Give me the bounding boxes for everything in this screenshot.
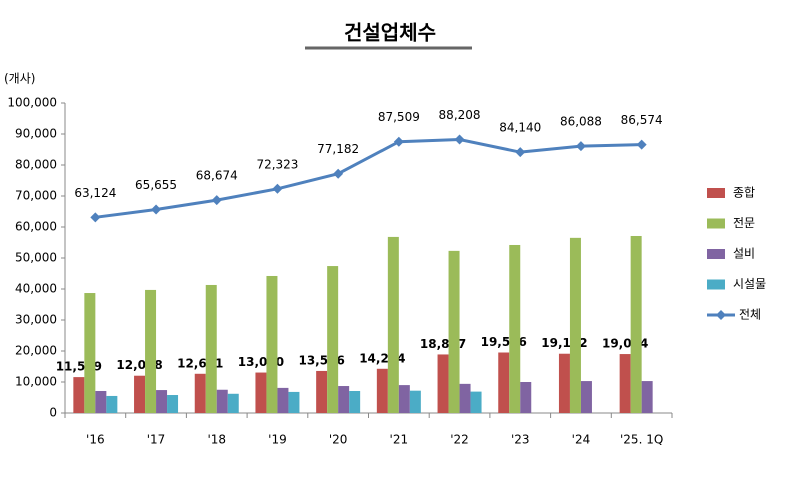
line-marker [151, 204, 162, 215]
bar [630, 235, 642, 413]
bar [409, 390, 421, 413]
bar [255, 372, 267, 413]
bar [167, 395, 179, 413]
bar [316, 370, 328, 413]
bar [558, 353, 570, 413]
y-tick-label: 100,000 [7, 96, 57, 110]
bar [95, 390, 107, 413]
bar [134, 375, 146, 413]
bar [194, 373, 206, 413]
bar [569, 237, 581, 413]
y-tick-label: 30,000 [15, 313, 57, 327]
bar [376, 368, 388, 413]
bar [349, 390, 361, 413]
y-tick-label: 40,000 [15, 282, 57, 296]
bar [641, 381, 653, 413]
line-marker [211, 195, 222, 206]
legend-marker [716, 310, 726, 320]
x-tick-label: '19 [268, 433, 287, 447]
bar [459, 383, 471, 413]
x-tick-label: '20 [329, 433, 348, 447]
bar [437, 354, 449, 413]
bar [277, 387, 289, 413]
data-label: 87,509 [378, 110, 420, 124]
legend-swatch [707, 279, 725, 290]
bar [580, 381, 592, 413]
bar [520, 382, 532, 413]
data-label: 65,655 [135, 178, 177, 192]
y-tick-label: 90,000 [15, 127, 57, 141]
y-tick-label: 60,000 [15, 220, 57, 234]
line-marker [515, 147, 526, 158]
bar [338, 386, 350, 413]
legend-label: 설비 [733, 247, 755, 261]
y-tick-label: 20,000 [15, 344, 57, 358]
line-marker [454, 134, 465, 145]
legend-label: 전체 [739, 308, 761, 322]
line-marker [393, 136, 404, 147]
bar [205, 284, 217, 413]
line [95, 138, 642, 219]
bar [387, 236, 399, 413]
y-tick-label: 50,000 [15, 251, 57, 265]
bar [145, 289, 157, 413]
y-tick-label: 80,000 [15, 158, 57, 172]
data-label: 86,088 [560, 115, 602, 129]
y-tick-label: 0 [49, 406, 57, 420]
x-tick-label: '23 [511, 433, 530, 447]
data-label: 72,323 [256, 157, 298, 171]
legend-swatch [707, 249, 725, 259]
x-tick-label: '21 [390, 433, 409, 447]
bar [156, 390, 168, 413]
legend-label: 종합 [733, 186, 755, 200]
legend-swatch [707, 188, 725, 198]
bar [227, 393, 239, 413]
y-tick-label: 70,000 [15, 189, 57, 203]
bar [448, 250, 460, 413]
bar [327, 266, 339, 413]
bar [84, 293, 96, 413]
x-tick-label: '16 [86, 433, 105, 447]
data-label: 68,674 [196, 169, 238, 183]
data-label: 77,182 [317, 142, 359, 156]
bar [470, 391, 482, 413]
bar [498, 352, 510, 413]
data-label: 63,124 [74, 186, 116, 200]
line-marker [272, 183, 283, 194]
bar [106, 395, 118, 413]
data-label: 88,208 [439, 108, 481, 122]
x-tick-label: '17 [147, 433, 166, 447]
chart-title: 건설업체수 [344, 21, 436, 45]
line-marker [575, 141, 586, 152]
data-label: 86,574 [621, 113, 663, 127]
x-tick-label: '18 [207, 433, 226, 447]
bar [266, 275, 278, 413]
x-tick-label: '25. 1Q [620, 433, 663, 447]
x-tick-label: '24 [572, 433, 591, 447]
x-tick-label: '22 [450, 433, 469, 447]
bar [509, 244, 521, 413]
line-marker [90, 212, 101, 223]
bar [216, 389, 228, 413]
line-marker [636, 139, 647, 150]
legend-swatch [707, 218, 725, 229]
legend-label: 전문 [733, 216, 755, 230]
y-tick-label: 10,000 [15, 375, 57, 389]
bar [619, 354, 631, 413]
y-axis-label: (개사) [4, 72, 35, 86]
bar [398, 385, 410, 413]
legend-label: 시설물 [733, 277, 766, 291]
line-marker [333, 168, 344, 179]
bar [288, 391, 300, 413]
bar [73, 377, 85, 413]
data-label: 84,140 [499, 121, 541, 135]
